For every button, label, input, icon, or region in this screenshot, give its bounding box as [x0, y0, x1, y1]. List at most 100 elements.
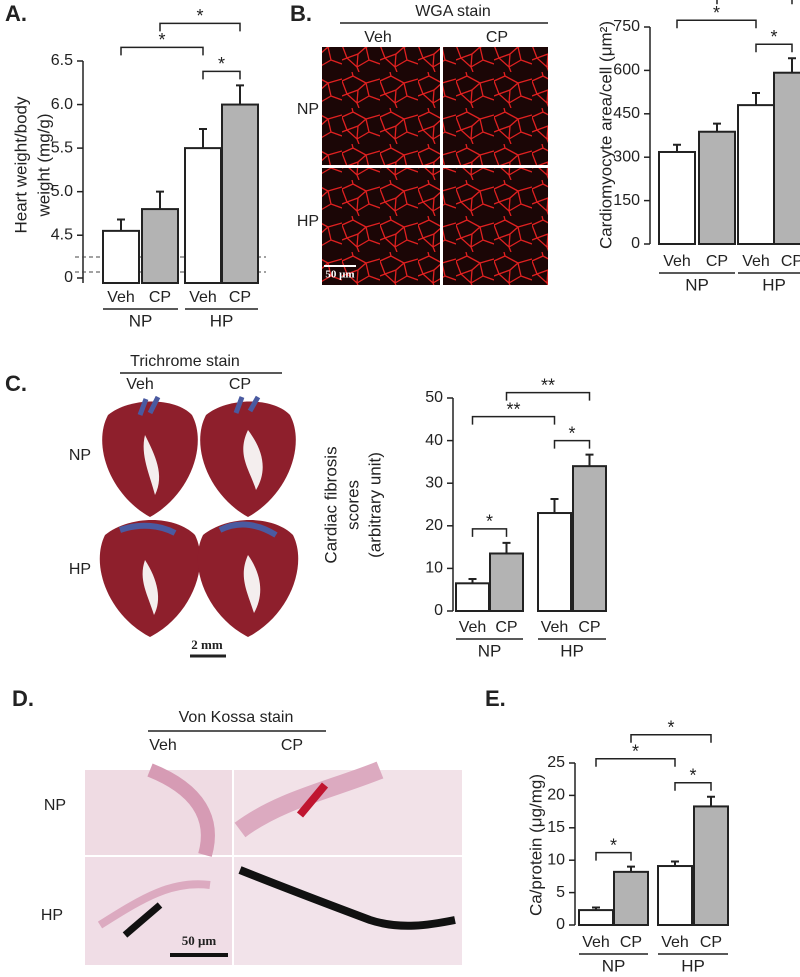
y-axis-label: (arbitrary unit) — [365, 452, 384, 558]
calcification — [296, 782, 329, 818]
y-tick-label: 6.0 — [51, 96, 73, 113]
significance-label: * — [713, 3, 720, 23]
tissue — [97, 880, 211, 929]
row-label: NP — [69, 447, 91, 464]
stain-title: WGA stain — [415, 3, 491, 20]
y-axis-label: Ca/protein (μg/mg) — [526, 774, 545, 916]
von-kossa-panel: D. Von Kossa stain Veh CP NP HP 50 μm — [12, 686, 462, 965]
heart-section — [102, 395, 198, 517]
y-tick-label: 40 — [425, 432, 443, 449]
significance-bracket — [674, 781, 712, 791]
bar — [693, 805, 729, 927]
scale-label: 2 mm — [191, 637, 223, 652]
y-tick-label: 4.5 — [51, 226, 73, 243]
micrograph — [443, 168, 548, 285]
column-label: Veh — [126, 376, 154, 393]
panel-letter: E. — [485, 686, 506, 711]
y-tick-label: 0 — [64, 269, 73, 286]
x-tick-label: CP — [781, 253, 800, 270]
x-tick-label: Veh — [107, 289, 135, 306]
group-label: HP — [210, 311, 234, 330]
error-bar — [156, 190, 164, 210]
bar — [737, 104, 775, 246]
x-tick-label: Veh — [189, 289, 217, 306]
micrograph — [443, 47, 548, 165]
significance-bracket — [202, 70, 241, 80]
error-bar — [627, 865, 635, 872]
y-tick-label: 300 — [613, 148, 640, 165]
y-tick-label: 25 — [547, 754, 565, 771]
row-label: HP — [69, 561, 91, 578]
micrograph — [322, 47, 440, 165]
significance-label: * — [158, 30, 165, 50]
panel-letter: D. — [12, 686, 34, 711]
x-tick-label: CP — [700, 934, 722, 951]
error-bar — [502, 541, 511, 554]
significance-label: * — [667, 717, 674, 737]
y-tick-label: 450 — [613, 105, 640, 122]
stain-title: Trichrome stain — [130, 353, 240, 370]
bar — [537, 512, 572, 613]
significance-bracket — [630, 733, 712, 743]
bar — [489, 552, 524, 612]
micrograph — [85, 857, 232, 965]
y-tick-label: 0 — [631, 235, 640, 252]
bar — [102, 229, 140, 285]
stain-title: Von Kossa stain — [179, 709, 294, 726]
heart-section — [197, 520, 299, 637]
x-tick-label: CP — [229, 289, 251, 306]
x-tick-label: Veh — [661, 934, 689, 951]
group-label: HP — [762, 275, 786, 294]
bar — [141, 208, 179, 284]
significance-label: * — [568, 423, 575, 443]
heart-section — [99, 520, 201, 637]
significance-bracket — [505, 391, 591, 401]
group-label: HP — [560, 641, 584, 660]
significance-label: * — [632, 741, 639, 761]
y-tick-label: 20 — [425, 517, 443, 534]
error-bar — [713, 122, 721, 132]
bar — [455, 582, 490, 612]
significance-label: * — [689, 765, 696, 785]
row-label: NP — [297, 101, 319, 118]
column-label: Veh — [149, 737, 177, 754]
significance-bracket — [553, 439, 591, 449]
bar — [578, 909, 614, 927]
error-bar — [550, 497, 559, 514]
group-label: NP — [685, 275, 709, 294]
y-axis-label: Cardiac fibrosis — [321, 446, 340, 563]
bar — [773, 71, 800, 246]
significance-bracket — [471, 415, 556, 425]
error-bar — [707, 795, 715, 807]
panel-letter: A. — [5, 1, 27, 26]
y-tick-label: 750 — [613, 18, 640, 35]
significance-label: * — [486, 512, 493, 532]
tissue — [147, 763, 215, 857]
tissue — [234, 761, 384, 838]
y-tick-label: 20 — [547, 787, 565, 804]
calcification — [122, 902, 163, 938]
y-tick-label: 15 — [547, 819, 565, 836]
heart-section — [200, 395, 296, 517]
significance-bracket — [595, 851, 632, 861]
group-label: HP — [681, 956, 705, 975]
error-bar — [236, 84, 244, 105]
y-tick-label: 10 — [425, 560, 443, 577]
significance-label: * — [196, 6, 203, 26]
row-label: NP — [44, 797, 66, 814]
trichrome-panel: Trichrome stain Veh CP NP HP 2 mm — [69, 353, 299, 658]
error-bar — [117, 218, 125, 231]
significance-bracket — [595, 757, 676, 767]
column-label: CP — [229, 376, 251, 393]
bar — [221, 103, 259, 284]
significance-label: * — [610, 835, 617, 855]
scale-label: 50 μm — [325, 269, 354, 281]
error-bar — [788, 57, 796, 73]
bar — [572, 465, 607, 612]
x-tick-label: CP — [149, 289, 171, 306]
row-label: HP — [297, 213, 319, 230]
group-label: NP — [478, 641, 502, 660]
x-tick-label: Veh — [582, 934, 610, 951]
y-tick-label: 5 — [556, 884, 565, 901]
